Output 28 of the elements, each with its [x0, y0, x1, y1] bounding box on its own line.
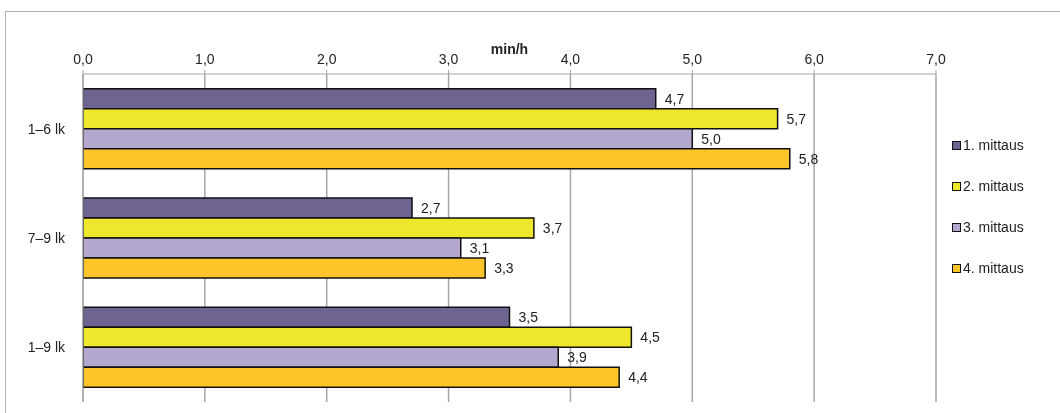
x-tick-label: 3,0 — [438, 51, 459, 67]
data-label: 3,7 — [542, 219, 563, 236]
x-tick-label: 6,0 — [804, 51, 825, 67]
x-tick-label: 2,0 — [316, 51, 337, 67]
data-label: 3,5 — [518, 309, 539, 326]
data-label: 3,1 — [469, 239, 490, 256]
x-tick-label: 5,0 — [682, 51, 703, 67]
x-tick-label: 0,0 — [73, 51, 93, 67]
x-axis-title: min/h — [490, 41, 529, 57]
data-label: 2,7 — [421, 199, 441, 216]
data-label: 5,7 — [786, 110, 807, 127]
y-tick-label: 1–6 lk — [27, 120, 66, 137]
data-label: 3,3 — [494, 259, 514, 276]
y-tick-label: 7–9 lk — [27, 229, 66, 246]
data-label: 4,4 — [628, 369, 648, 386]
data-label: 4,7 — [664, 90, 685, 107]
legend-label: 1. mittaus — [963, 137, 1024, 153]
x-tick-label: 7,0 — [926, 51, 946, 67]
data-label: 5,0 — [701, 130, 721, 147]
data-label: 3,9 — [567, 349, 587, 366]
x-tick-label: 1,0 — [195, 51, 215, 67]
y-tick-label: 1–9 lk — [27, 339, 66, 356]
data-label: 4,5 — [640, 329, 661, 346]
legend-label: 2. mittaus — [963, 178, 1024, 194]
data-label: 5,8 — [798, 150, 819, 167]
legend-label: 4. mittaus — [963, 260, 1024, 276]
legend-label: 3. mittaus — [963, 219, 1024, 235]
x-tick-label: 4,0 — [560, 51, 581, 67]
